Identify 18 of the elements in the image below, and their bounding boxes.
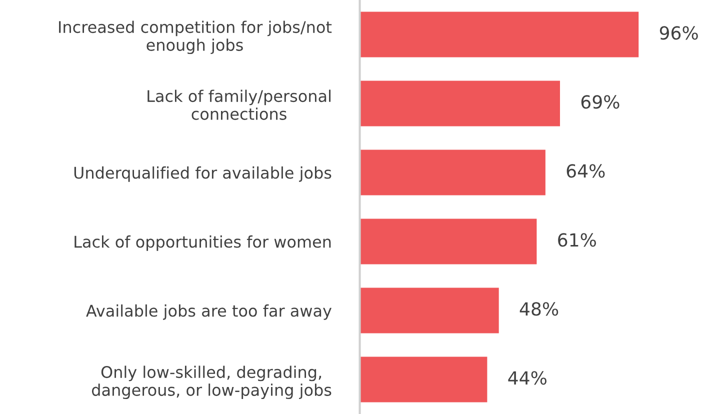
data-label: 64% (566, 164, 605, 178)
bar (360, 217, 538, 266)
data-label: 61% (558, 233, 596, 247)
y-tick-label: Only low-skilled, degrading, dangerous, or low-paying jobs (92, 366, 332, 400)
y-tick-label: Increased competition for jobs/not enough jobs (59, 20, 332, 54)
data-label: 44% (508, 371, 546, 385)
data-label: 69% (581, 95, 620, 109)
bar (360, 286, 500, 335)
bar (360, 355, 489, 404)
y-tick-label: Underqualified for available jobs (74, 166, 332, 182)
y-tick-label: Lack of family/personal connections (148, 90, 330, 120)
data-label: 48% (520, 302, 558, 316)
y-tick-label: Lack of opportunities for women (74, 235, 331, 251)
data-label: 96% (660, 26, 698, 40)
bar (360, 148, 547, 197)
bar (360, 10, 640, 59)
y-tick-label: Available jobs are too far away (86, 304, 332, 320)
bar (360, 79, 562, 128)
